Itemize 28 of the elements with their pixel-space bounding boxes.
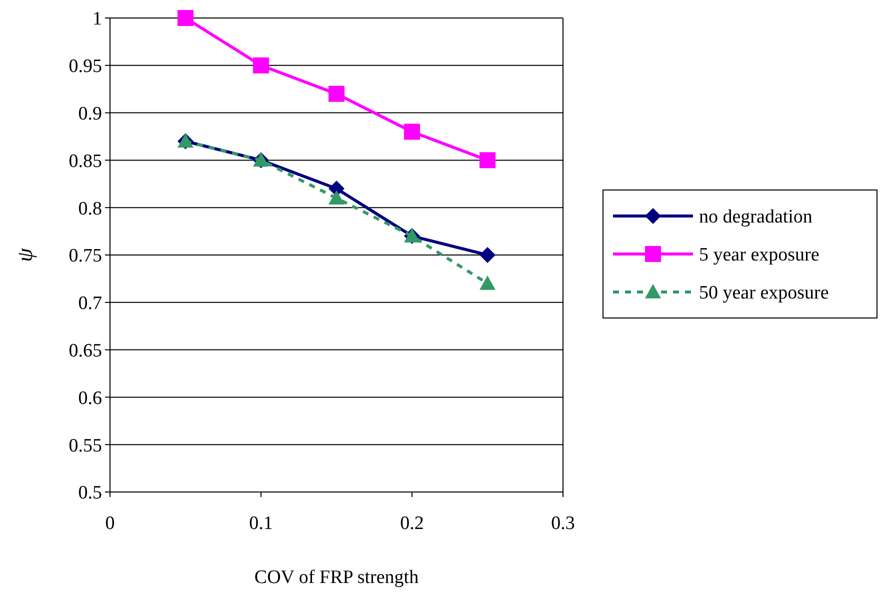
point bbox=[328, 86, 344, 102]
y-tick-label: 0.6 bbox=[78, 388, 102, 409]
y-tick-label: 0.9 bbox=[78, 103, 102, 124]
x-tick-label: 0.2 bbox=[400, 513, 424, 534]
legend-label: 50 year exposure bbox=[699, 282, 829, 304]
x-tick-label: 0.1 bbox=[249, 513, 273, 534]
point bbox=[480, 275, 496, 290]
y-tick-label: 1 bbox=[92, 8, 102, 30]
point bbox=[480, 247, 496, 263]
legend-label: no degradation bbox=[699, 206, 813, 228]
y-tick-label: 0.75 bbox=[68, 246, 102, 267]
y-tick-label: 0.7 bbox=[78, 293, 102, 314]
point bbox=[253, 57, 269, 74]
x-tick-label: 0.3 bbox=[551, 513, 575, 534]
point bbox=[480, 152, 496, 168]
y-axis-title: ψ bbox=[12, 248, 37, 262]
y-tick-label: 0.85 bbox=[68, 150, 102, 172]
point bbox=[328, 190, 344, 205]
point bbox=[404, 124, 420, 140]
y-tick-label: 0.95 bbox=[68, 56, 102, 78]
x-tick-label: 0 bbox=[105, 513, 115, 534]
y-tick-label: 0.65 bbox=[68, 340, 102, 362]
point bbox=[178, 10, 194, 26]
x-axis-title: COV of FRP strength bbox=[254, 567, 420, 588]
legend-label: 5 year exposure bbox=[699, 244, 820, 266]
y-tick-label: 0.5 bbox=[78, 482, 102, 504]
y-tick-label: 0.55 bbox=[68, 435, 102, 456]
y-tick-label: 0.8 bbox=[78, 198, 102, 220]
